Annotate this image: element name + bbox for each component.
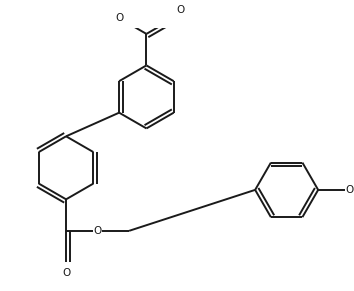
Text: O: O <box>115 13 123 23</box>
Text: O: O <box>93 226 102 236</box>
Text: O: O <box>346 185 354 195</box>
Text: O: O <box>177 5 185 15</box>
Text: O: O <box>62 268 70 278</box>
